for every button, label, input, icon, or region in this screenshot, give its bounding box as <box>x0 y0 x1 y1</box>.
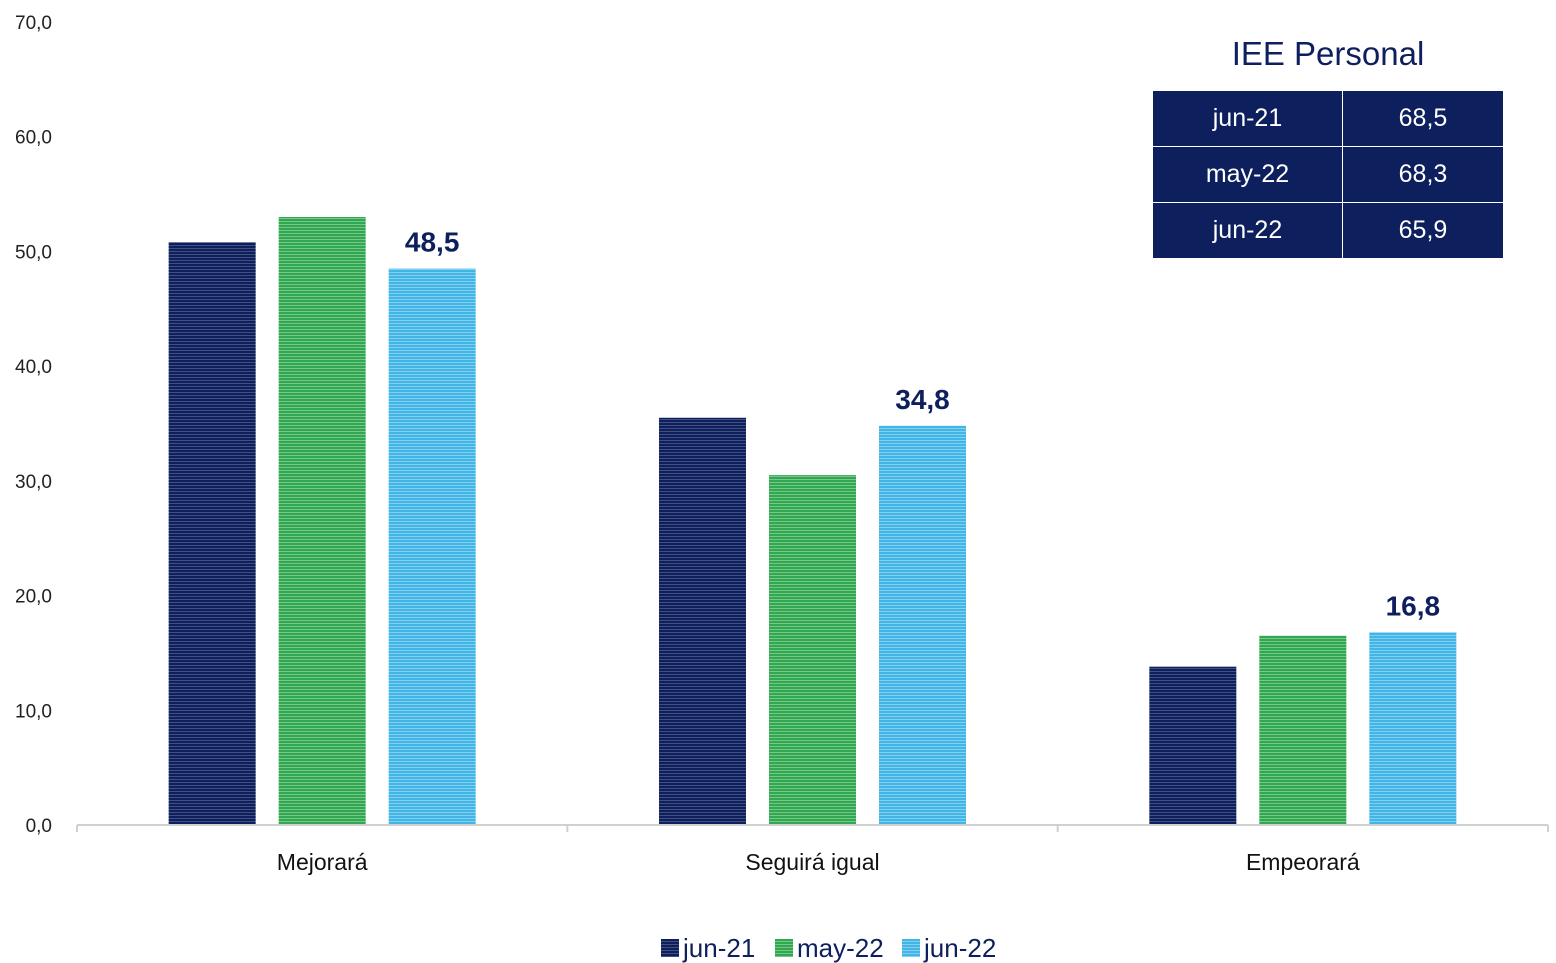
y-tick-label: 50,0 <box>15 242 52 263</box>
y-tick-label: 30,0 <box>15 472 52 493</box>
y-tick-label: 0,0 <box>26 816 52 837</box>
legend: jun-21 may-22 jun-22 <box>661 933 996 963</box>
period-cell: jun-21 <box>1152 90 1343 147</box>
table-row: may-22 68,3 <box>1152 146 1504 203</box>
legend-swatch-may-22 <box>775 939 793 957</box>
iee-personal-title: IEE Personal <box>1231 35 1425 72</box>
legend-label: jun-21 <box>682 933 755 963</box>
bar-jun-21 <box>1149 666 1237 825</box>
y-tick-label: 40,0 <box>15 357 52 378</box>
table-row: jun-21 68,5 <box>1152 90 1504 147</box>
period-cell: jun-22 <box>1152 202 1343 259</box>
bar-jun-21 <box>659 417 746 825</box>
data-labels: 48,5 34,8 16,8 <box>405 227 1440 622</box>
data-label: 34,8 <box>895 384 950 415</box>
category-label: Empeorará <box>1246 849 1360 875</box>
bar-jun-22 <box>879 425 966 825</box>
legend-swatch-jun-22 <box>902 939 920 957</box>
value-cell: 68,3 <box>1342 146 1504 203</box>
bar-may-22 <box>278 217 366 825</box>
period-cell: may-22 <box>1152 146 1343 203</box>
y-tick-label: 60,0 <box>15 128 52 149</box>
legend-label: jun-22 <box>923 933 996 963</box>
y-tick-label: 10,0 <box>15 701 52 722</box>
x-axis: Mejorará Seguirá igual Empeorará <box>76 824 1549 875</box>
y-tick-label: 20,0 <box>15 587 52 608</box>
bar-jun-22 <box>1369 632 1457 825</box>
y-tick-label: 70,0 <box>15 13 52 34</box>
value-cell: 68,5 <box>1342 90 1504 147</box>
iee-personal-panel: IEE Personal jun-21 68,5 may-22 68,3 jun… <box>1152 34 1504 259</box>
y-axis: 0,0 10,0 20,0 30,0 40,0 50,0 60,0 70,0 <box>15 13 52 837</box>
table-row: jun-22 65,9 <box>1152 202 1504 259</box>
bar-may-22 <box>769 475 856 825</box>
value-cell: 65,9 <box>1342 202 1504 259</box>
legend-label: may-22 <box>797 933 884 963</box>
bar-jun-21 <box>168 242 256 825</box>
category-label: Mejorará <box>277 849 368 875</box>
bars <box>168 217 1457 825</box>
legend-swatch-jun-21 <box>661 939 679 957</box>
bar-jun-22 <box>388 268 476 825</box>
data-label: 48,5 <box>405 227 460 258</box>
category-label: Seguirá igual <box>745 849 879 875</box>
iee-personal-table: jun-21 68,5 may-22 68,3 jun-22 65,9 <box>1152 90 1504 259</box>
bar-may-22 <box>1259 635 1347 825</box>
data-label: 16,8 <box>1386 590 1441 621</box>
